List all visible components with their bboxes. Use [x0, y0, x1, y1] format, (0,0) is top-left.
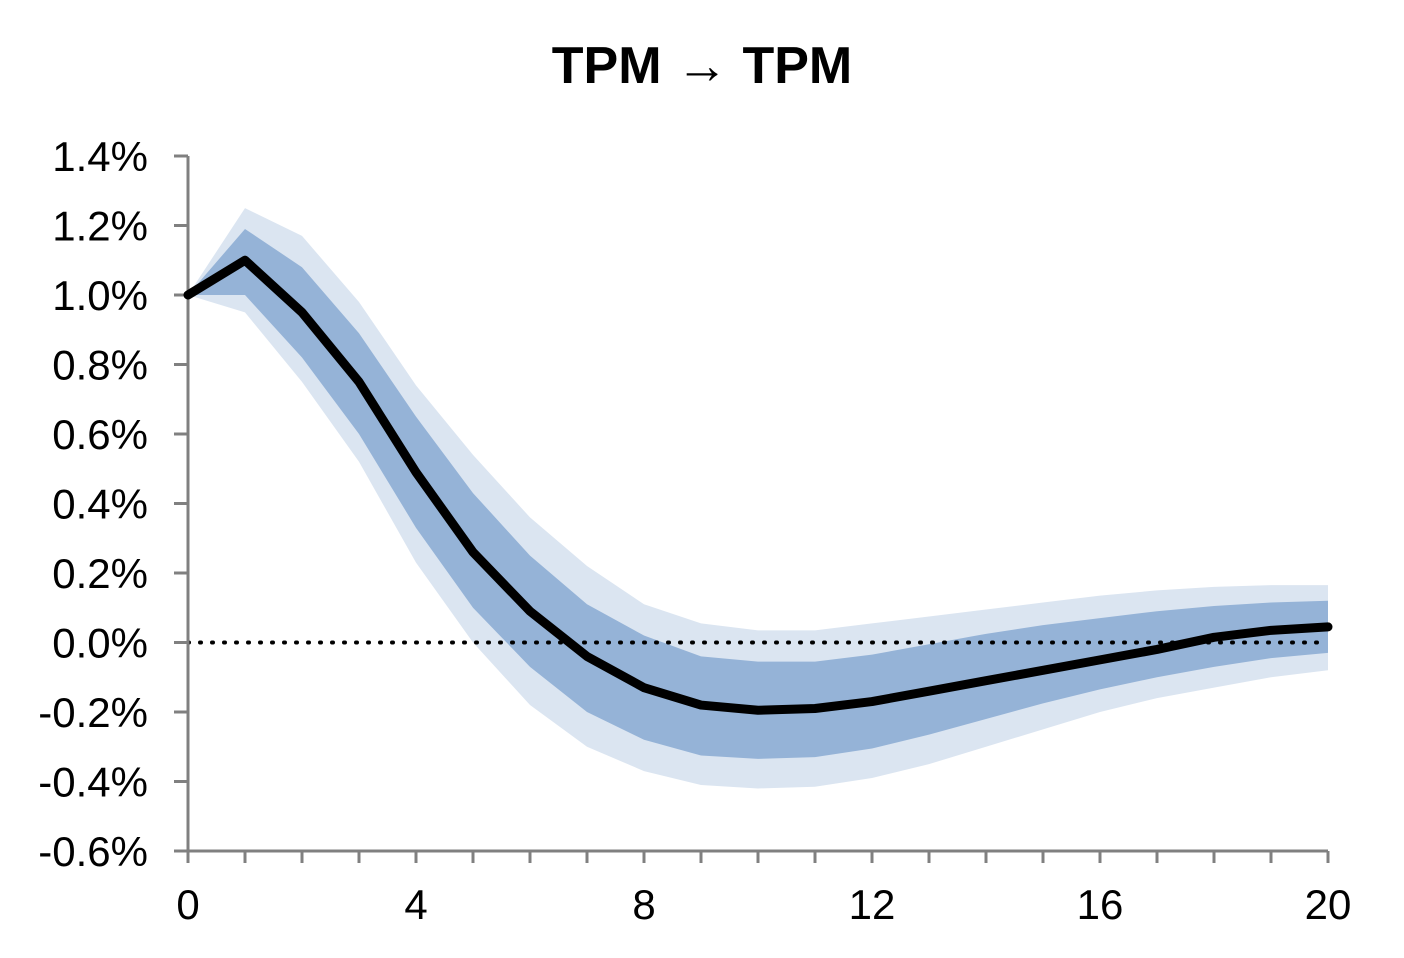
x-tick-label: 20 — [1305, 881, 1352, 928]
x-tick-label: 0 — [176, 881, 199, 928]
y-tick-label: 1.4% — [52, 133, 148, 180]
series-lines — [183, 255, 1333, 715]
x-tick-label: 16 — [1077, 881, 1124, 928]
axes — [174, 154, 1330, 863]
y-tick-label: -0.2% — [38, 689, 148, 736]
y-tick-label: 1.0% — [52, 272, 148, 319]
inner-confidence-band — [188, 228, 1328, 759]
confidence-bands — [188, 208, 1328, 789]
chart-title: TPM → TPM — [551, 37, 853, 95]
y-tick-label: 0.4% — [52, 481, 148, 528]
tick-labels: 1.4% 1.2% 1.0% 0.8% 0.6% 0.4% 0.2% 0.0% -0.2% -0.… — [38, 133, 1351, 928]
y-tick-label: 0.2% — [52, 550, 148, 597]
impulse-response-line — [183, 255, 1333, 715]
y-tick-label: 0.0% — [52, 620, 148, 667]
y-tick-label: 0.8% — [52, 342, 148, 389]
y-tick-label: 1.2% — [52, 203, 148, 250]
y-tick-label: -0.6% — [38, 828, 148, 875]
x-tick-label: 12 — [849, 881, 896, 928]
y-tick-label: -0.4% — [38, 759, 148, 806]
x-tick-label: 4 — [404, 881, 427, 928]
x-tick-label: 8 — [632, 881, 655, 928]
y-tick-label: 0.6% — [52, 411, 148, 458]
